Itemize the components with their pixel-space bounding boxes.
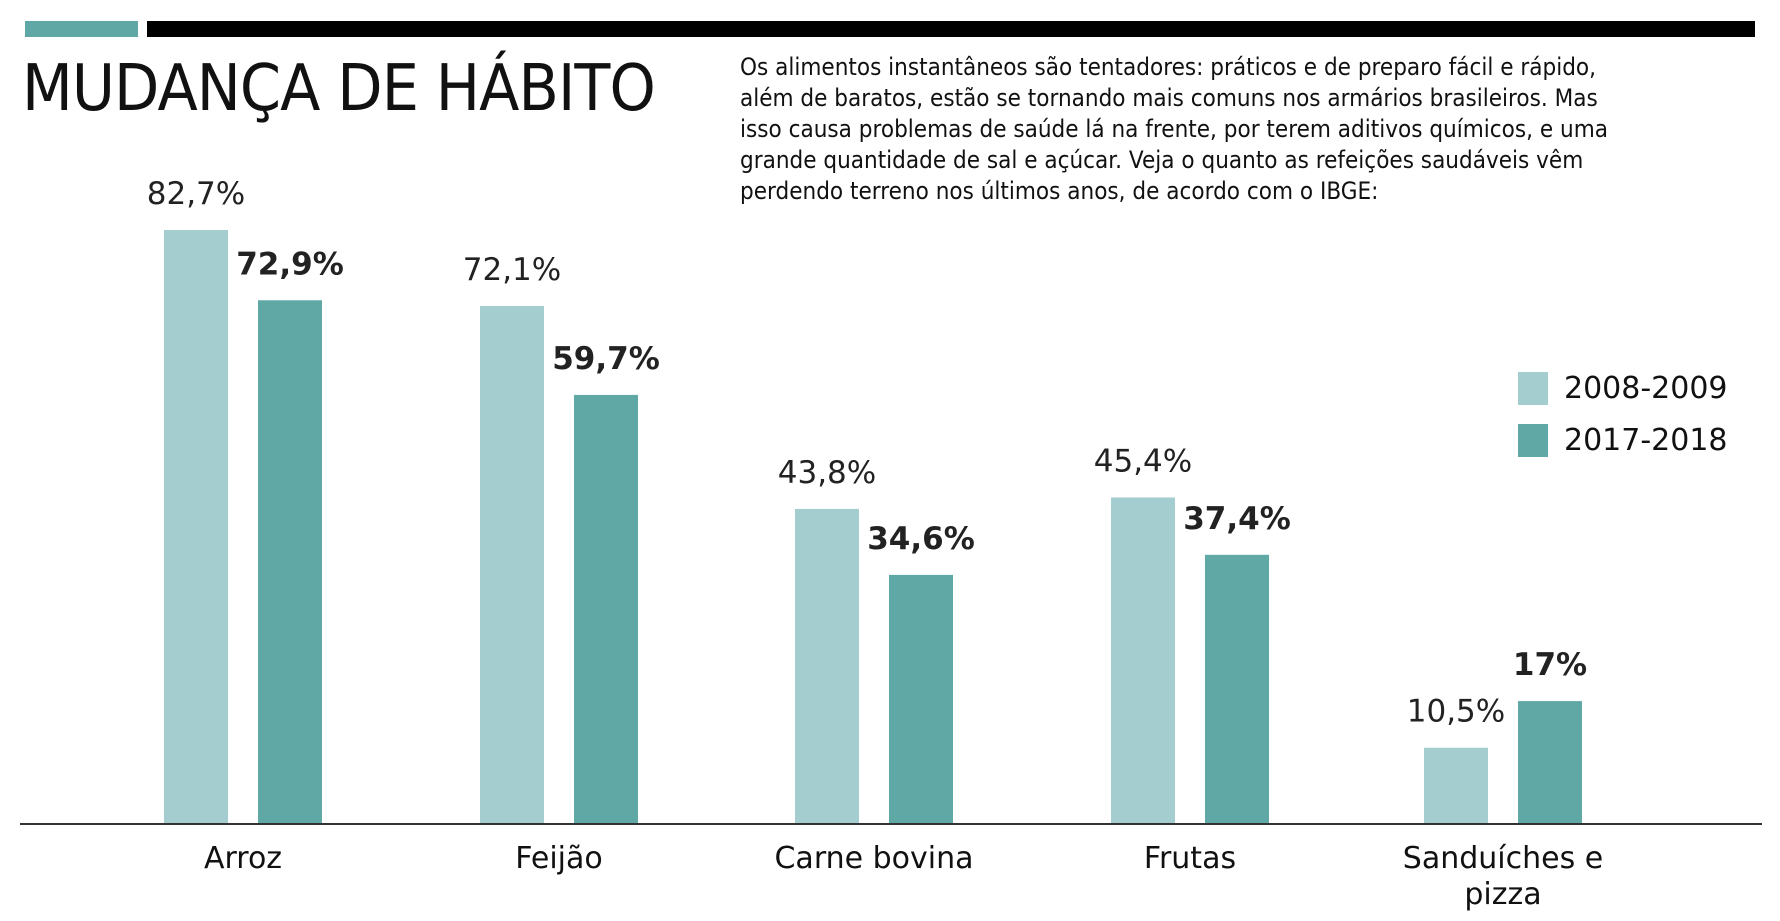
data-label-2017-2018-2: 34,6% bbox=[867, 521, 975, 557]
legend-item-2017-2018: 2017-2018 bbox=[1518, 414, 1728, 466]
category-label-4: Sanduíches e bbox=[1403, 841, 1603, 876]
bar-2008-2009-0 bbox=[164, 230, 228, 823]
bar-2008-2009-1 bbox=[480, 306, 544, 823]
bar-2017-2018-0 bbox=[258, 300, 322, 823]
header-rule bbox=[147, 21, 1755, 37]
data-label-2008-2009-1: 72,1% bbox=[463, 252, 561, 288]
data-label-2017-2018-4: 17% bbox=[1513, 647, 1587, 683]
data-label-2017-2018-3: 37,4% bbox=[1183, 501, 1291, 537]
data-label-2008-2009-0: 82,7% bbox=[147, 176, 245, 212]
data-label-2008-2009-2: 43,8% bbox=[778, 455, 876, 491]
legend: 2008-2009 2017-2018 bbox=[1518, 362, 1728, 466]
legend-swatch-dark bbox=[1518, 423, 1548, 457]
data-label-2017-2018-1: 59,7% bbox=[552, 341, 660, 377]
category-label-3: Frutas bbox=[1144, 841, 1236, 876]
legend-item-2008-2009: 2008-2009 bbox=[1518, 362, 1728, 414]
data-label-2017-2018-0: 72,9% bbox=[236, 246, 344, 282]
category-label-0: Arroz bbox=[204, 841, 282, 876]
bar-2017-2018-4 bbox=[1518, 701, 1582, 823]
bar-2008-2009-2 bbox=[795, 508, 859, 823]
data-label-2008-2009-3: 45,4% bbox=[1094, 443, 1192, 479]
category-label-2: Carne bovina bbox=[774, 841, 973, 876]
category-label-4-line2: pizza bbox=[1464, 877, 1541, 912]
page-title: MUDANÇA DE HÁBITO bbox=[22, 52, 656, 126]
legend-swatch-light bbox=[1518, 371, 1548, 405]
bar-2008-2009-3 bbox=[1111, 497, 1175, 823]
accent-bar bbox=[25, 21, 138, 37]
bar-2017-2018-2 bbox=[889, 574, 953, 823]
legend-label-2017-2018: 2017-2018 bbox=[1564, 422, 1728, 458]
category-label-1: Feijão bbox=[515, 841, 602, 876]
bar-2017-2018-1 bbox=[574, 394, 638, 823]
legend-label-2008-2009: 2008-2009 bbox=[1564, 370, 1728, 406]
data-label-2008-2009-4: 10,5% bbox=[1407, 694, 1505, 730]
intro-text: Os alimentos instantâneos são tentadores… bbox=[740, 53, 1608, 205]
bar-2017-2018-3 bbox=[1205, 554, 1269, 823]
bar-2008-2009-4 bbox=[1424, 747, 1488, 823]
